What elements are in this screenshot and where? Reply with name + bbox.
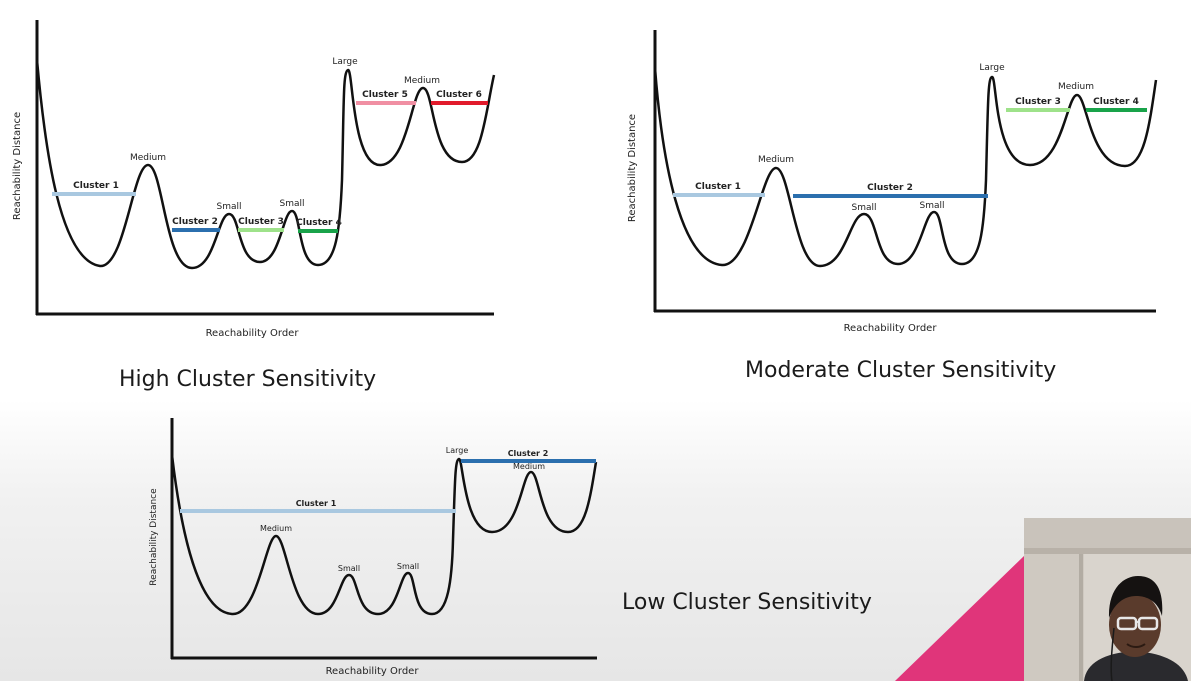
peak-label-medium: Medium <box>513 462 545 471</box>
peak-label-large: Large <box>332 57 358 67</box>
cluster-2-label: Cluster 2 <box>172 217 218 227</box>
reachability-curve <box>35 59 496 270</box>
cluster-3-label: Cluster 3 <box>1015 97 1061 107</box>
cluster-4-label: Cluster 4 <box>296 218 342 228</box>
y-axis-label: Reachability Distance <box>149 488 159 586</box>
y-axis-label: Reachability Distance <box>12 112 23 220</box>
x-axis-label: Reachability Order <box>206 328 300 339</box>
x-axis-label: Reachability Order <box>326 666 420 677</box>
moderate-sensitivity-diagram: Cluster 1 Cluster 2 Cluster 3 Cluster 4 … <box>627 30 1158 334</box>
peak-label-small: Small <box>397 562 419 571</box>
peak-label-medium: Medium <box>758 155 794 165</box>
peak-label-small: Small <box>920 201 945 211</box>
high-sensitivity-caption: High Cluster Sensitivity <box>119 367 377 392</box>
presenter-webcam <box>1024 518 1191 681</box>
reachability-curve <box>170 454 598 616</box>
cluster-1-label: Cluster 1 <box>73 181 119 191</box>
cluster-1-label: Cluster 1 <box>296 499 337 508</box>
cluster-1-label: Cluster 1 <box>695 182 741 192</box>
peak-label-small: Small <box>280 199 305 209</box>
cluster-2-label: Cluster 2 <box>867 183 913 193</box>
reachability-curve <box>653 67 1158 268</box>
cluster-5-label: Cluster 5 <box>362 90 408 100</box>
cluster-4-label: Cluster 4 <box>1093 97 1139 107</box>
low-sensitivity-caption: Low Cluster Sensitivity <box>622 590 872 615</box>
peak-label-small: Small <box>852 203 877 213</box>
peak-label-medium: Medium <box>1058 82 1094 92</box>
x-axis-label: Reachability Order <box>844 323 938 334</box>
peak-label-medium: Medium <box>130 153 166 163</box>
y-axis-label: Reachability Distance <box>627 114 638 222</box>
low-sensitivity-diagram: Cluster 1 Cluster 2 Medium Small Small L… <box>149 418 598 677</box>
cluster-2-label: Cluster 2 <box>508 449 549 458</box>
accent-triangle-decoration <box>895 555 1025 681</box>
moderate-sensitivity-caption: Moderate Cluster Sensitivity <box>745 358 1057 383</box>
peak-label-large: Large <box>979 63 1005 73</box>
peak-label-medium: Medium <box>260 524 292 533</box>
cluster-6-label: Cluster 6 <box>436 90 482 100</box>
peak-label-medium: Medium <box>404 76 440 86</box>
high-sensitivity-diagram: Cluster 1 Cluster 2 Cluster 3 Cluster 4 … <box>12 20 496 339</box>
peak-label-small: Small <box>217 202 242 212</box>
peak-label-large: Large <box>446 446 469 455</box>
peak-label-small: Small <box>338 564 360 573</box>
cluster-3-label: Cluster 3 <box>238 217 284 227</box>
